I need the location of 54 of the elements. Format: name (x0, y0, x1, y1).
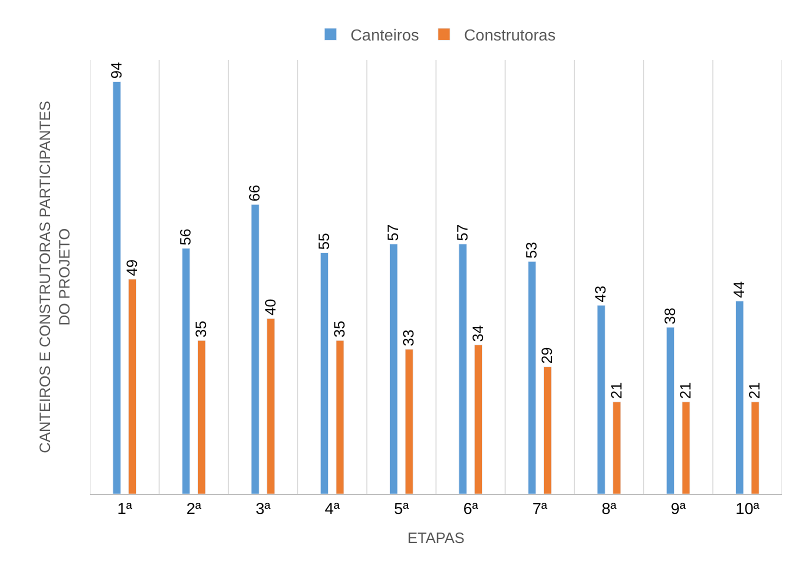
bar (597, 305, 606, 494)
data-label: 49 (124, 259, 141, 276)
data-label: 34 (470, 325, 487, 342)
x-tick-label: 6ª (463, 501, 478, 518)
bar (735, 300, 744, 494)
data-label: 55 (316, 233, 333, 250)
bar (682, 402, 690, 494)
y-axis-title: CANTEIROS E CONSTRUTORAS PARTICIPANTES DO PROJETO (36, 100, 74, 454)
bar (336, 340, 344, 494)
bar (612, 402, 621, 494)
x-tick-label: 7ª (532, 501, 548, 518)
x-axis-title: ETAPAS (408, 530, 464, 548)
legend-label: Construtoras (464, 27, 556, 44)
data-label: 21 (746, 382, 764, 399)
data-label: 40 (262, 298, 280, 316)
data-label: 57 (454, 224, 472, 241)
bar (112, 81, 121, 494)
data-label: 94 (108, 62, 126, 79)
legend-label: Canteiros (350, 27, 419, 44)
data-label: 44 (731, 281, 748, 298)
data-label: 57 (385, 224, 402, 241)
x-tick-label: 9ª (670, 501, 686, 518)
bar (458, 244, 467, 494)
data-label: 35 (193, 320, 210, 338)
bar (320, 252, 329, 494)
x-tick-label: 10ª (736, 501, 760, 518)
bar (528, 261, 536, 494)
bar (543, 366, 552, 494)
bar (389, 244, 398, 494)
bar (474, 344, 483, 494)
bar (128, 278, 137, 494)
data-label: 38 (662, 308, 679, 324)
bar (751, 402, 760, 494)
data-label: 56 (178, 228, 195, 246)
data-label: 21 (608, 382, 626, 399)
bar (666, 327, 675, 494)
bar (266, 318, 275, 494)
data-label: 29 (539, 347, 556, 364)
x-tick-label: 3ª (256, 501, 270, 518)
x-tick-label: 8ª (602, 501, 616, 518)
bar (197, 340, 206, 494)
data-label: 53 (524, 242, 541, 259)
x-tick-label: 4ª (324, 501, 340, 518)
bar (251, 204, 260, 494)
x-tick-label: 1ª (117, 501, 132, 518)
data-label: 66 (246, 184, 264, 202)
x-tick-label: 2ª (186, 501, 202, 518)
data-label: 35 (331, 320, 348, 338)
bar (182, 248, 190, 494)
bar (405, 349, 414, 494)
data-label: 33 (400, 330, 418, 346)
data-label: 43 (592, 286, 610, 302)
x-tick-label: 5ª (394, 501, 409, 518)
data-label: 21 (677, 382, 694, 399)
